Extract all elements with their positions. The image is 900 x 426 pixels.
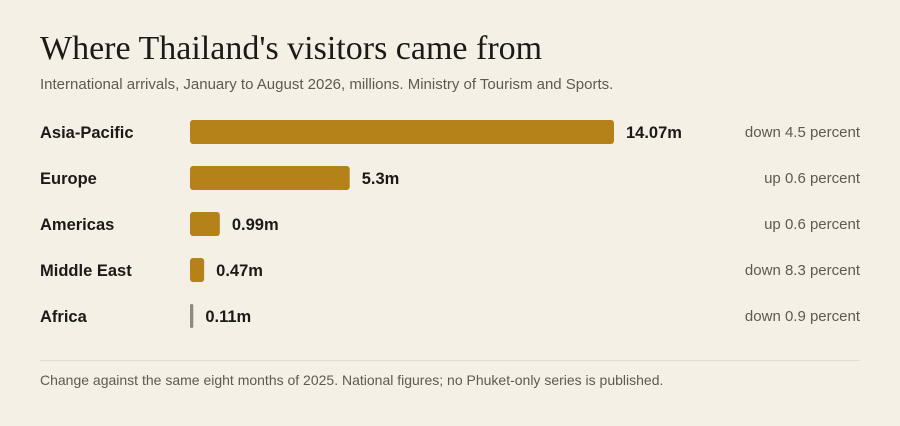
bar xyxy=(190,212,220,236)
change-label: down 4.5 percent xyxy=(745,124,861,141)
chart-subtitle: International arrivals, January to Augus… xyxy=(40,76,614,93)
category-label: Africa xyxy=(40,308,88,326)
value-label: 5.3m xyxy=(362,170,400,188)
bar xyxy=(190,258,205,282)
change-label: up 0.6 percent xyxy=(764,170,861,187)
bar-chart: Asia-Pacific 14.07m down 4.5 percent Europe… xyxy=(40,120,861,328)
footnote: Change against the same eight months of … xyxy=(40,372,664,388)
chart-title: Where Thailand's visitors came from xyxy=(40,30,543,67)
bar xyxy=(190,166,350,190)
category-label: Middle East xyxy=(40,262,132,280)
bar xyxy=(190,120,614,144)
change-label: up 0.6 percent xyxy=(764,216,861,233)
bar xyxy=(190,304,194,328)
value-label: 0.47m xyxy=(216,262,263,280)
value-label: 0.99m xyxy=(232,216,279,234)
category-label: Asia-Pacific xyxy=(40,124,134,142)
change-label: down 8.3 percent xyxy=(745,262,861,279)
category-label: Americas xyxy=(40,216,114,234)
value-label: 14.07m xyxy=(626,124,682,142)
change-label: down 0.9 percent xyxy=(745,308,861,325)
category-label: Europe xyxy=(40,170,97,188)
divider xyxy=(40,360,860,361)
value-label: 0.11m xyxy=(205,308,251,326)
